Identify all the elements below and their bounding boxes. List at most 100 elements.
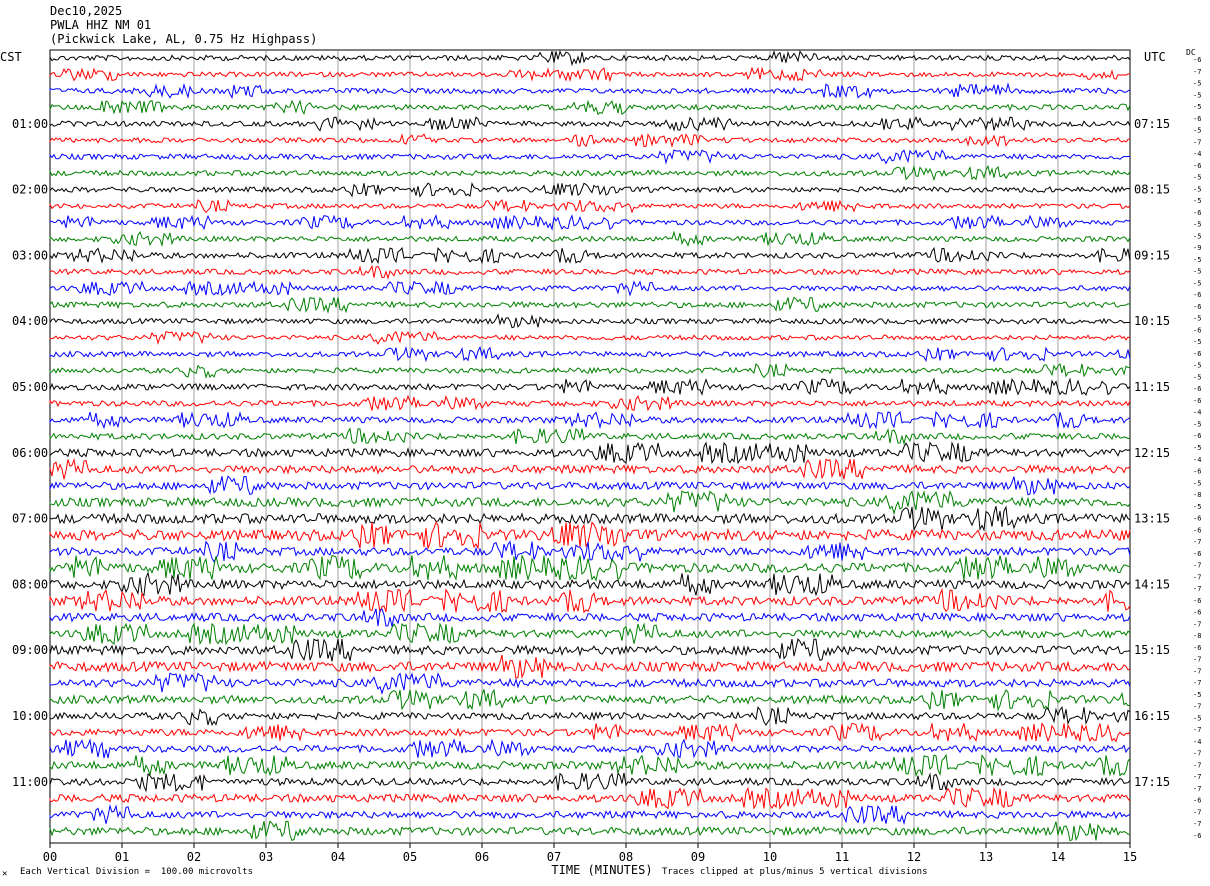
x-axis-ticks: 00 01 02 03 04 05 06 07 08 09 10 11 12 13 14 15 <box>43 843 1137 864</box>
trace-line <box>49 753 1131 778</box>
dc-offset-label: -5 <box>1193 374 1201 382</box>
dc-offset-label: -7 <box>1193 68 1201 76</box>
dc-offset-label: -6 <box>1193 609 1201 617</box>
trace-line <box>49 540 1131 563</box>
dc-offset-label: -5 <box>1193 80 1201 88</box>
dc-offset-label: -7 <box>1193 679 1201 687</box>
left-time-labels: 01:00 02:00 03:00 04:00 05:00 06:00 07:00 08:00… <box>12 117 48 789</box>
trace-line <box>49 571 1131 597</box>
x-tick-label: 14 <box>1051 850 1065 864</box>
right-time-label: 11:15 <box>1134 380 1170 394</box>
right-time-label: 13:15 <box>1134 512 1170 526</box>
dc-offset-label: -9 <box>1193 244 1201 252</box>
x-tick-label: 10 <box>763 850 777 864</box>
left-time-label: 07:00 <box>12 512 48 526</box>
dc-offset-label: -7 <box>1193 138 1201 146</box>
left-time-label: 11:00 <box>12 775 48 789</box>
dc-offset-label: -5 <box>1193 127 1201 135</box>
dc-offset-label: -6 <box>1193 644 1201 652</box>
left-time-label: 02:00 <box>12 183 48 197</box>
trace-line <box>49 246 1131 265</box>
dc-offset-label: -6 <box>1193 209 1201 217</box>
trace-line <box>49 608 1131 627</box>
dc-offset-label: -7 <box>1193 585 1201 593</box>
right-time-label: 09:15 <box>1134 248 1170 262</box>
trace-line <box>49 99 1131 116</box>
trace-line <box>49 622 1131 646</box>
trace-line <box>49 214 1131 232</box>
dc-offset-label: -6 <box>1193 550 1201 558</box>
division-note: Each Vertical Division = 100.00 microvol… <box>20 867 253 877</box>
dc-offset-label: -4 <box>1193 456 1201 464</box>
trace-line <box>49 313 1131 329</box>
dc-offset-label: -6 <box>1193 832 1201 840</box>
dc-offset-label: -7 <box>1193 773 1201 781</box>
trace-group <box>49 49 1131 842</box>
right-time-label: 12:15 <box>1134 446 1170 460</box>
dc-offset-label: -5 <box>1193 232 1201 240</box>
dc-offset-label: -6 <box>1193 468 1201 476</box>
trace-line <box>49 475 1131 496</box>
dc-offset-label: -6 <box>1193 326 1201 334</box>
trace-line <box>49 587 1131 614</box>
station-location: (Pickwick Lake, AL, 0.75 Hz Highpass) <box>50 32 318 46</box>
trace-line <box>49 688 1131 712</box>
trace-line <box>49 490 1131 516</box>
trace-line <box>49 706 1131 727</box>
dc-offset-label: -5 <box>1193 691 1201 699</box>
dc-offset-label: -7 <box>1193 656 1201 664</box>
trace-line <box>49 345 1131 363</box>
trace-line <box>49 377 1131 396</box>
dc-offset-label: -5 <box>1193 197 1201 205</box>
trace-line <box>49 786 1131 810</box>
dc-offset-label: -5 <box>1193 479 1201 487</box>
dc-offset-label: -4 <box>1193 738 1201 746</box>
x-tick-label: 05 <box>403 850 417 864</box>
x-tick-label: 02 <box>187 850 201 864</box>
x-tick-label: 00 <box>43 850 57 864</box>
left-time-label: 05:00 <box>12 380 48 394</box>
right-time-label: 14:15 <box>1134 577 1170 591</box>
dc-offset-label: -6 <box>1193 56 1201 64</box>
left-time-label: 06:00 <box>12 446 48 460</box>
trace-line <box>49 394 1131 412</box>
dc-offset-label: -5 <box>1193 362 1201 370</box>
x-tick-label: 09 <box>691 850 705 864</box>
dc-offset-label: -4 <box>1193 409 1201 417</box>
dc-offset-label: -5 <box>1193 91 1201 99</box>
left-time-label: 03:00 <box>12 248 48 262</box>
trace-line <box>49 427 1131 446</box>
left-time-label: 09:00 <box>12 643 48 657</box>
trace-line <box>49 280 1131 297</box>
corner-mark-icon: ✕ <box>2 869 8 879</box>
dc-offset-label: -5 <box>1193 221 1201 229</box>
dc-offset-label: -6 <box>1193 162 1201 170</box>
dc-offset-label: -7 <box>1193 703 1201 711</box>
dc-offset-label: -5 <box>1193 256 1201 264</box>
right-time-label: 16:15 <box>1134 709 1170 723</box>
trace-line <box>49 553 1131 582</box>
dc-offset-label: -5 <box>1193 338 1201 346</box>
x-tick-label: 06 <box>475 850 489 864</box>
dc-offset-labels: -6 -7 -5 -5 -5 -6 -5 -7 -4 -6 -5 -5 -5 -6 -5 -5 -9 -5 -5 -5… <box>1193 56 1201 840</box>
trace-line <box>49 654 1131 680</box>
x-tick-label: 04 <box>331 850 345 864</box>
trace-line <box>49 457 1131 480</box>
left-timezone-label: CST <box>0 50 22 64</box>
left-time-label: 08:00 <box>12 577 48 591</box>
dc-offset-label: -6 <box>1193 350 1201 358</box>
dc-offset-label: -7 <box>1193 573 1201 581</box>
trace-line <box>49 230 1131 248</box>
station-code: PWLA HHZ NM 01 <box>50 18 152 32</box>
dc-offset-label: -5 <box>1193 279 1201 287</box>
trace-line <box>49 149 1131 165</box>
trace-line <box>49 82 1131 100</box>
plot-date: Dec10,2025 <box>50 4 123 18</box>
dc-offset-label: -6 <box>1193 303 1201 311</box>
x-tick-label: 15 <box>1123 850 1137 864</box>
dc-offset-label: -5 <box>1193 174 1201 182</box>
dc-label: DC <box>1186 48 1196 57</box>
dc-offset-label: -7 <box>1193 726 1201 734</box>
right-time-label: 15:15 <box>1134 643 1170 657</box>
right-timezone-label: UTC <box>1144 50 1166 64</box>
